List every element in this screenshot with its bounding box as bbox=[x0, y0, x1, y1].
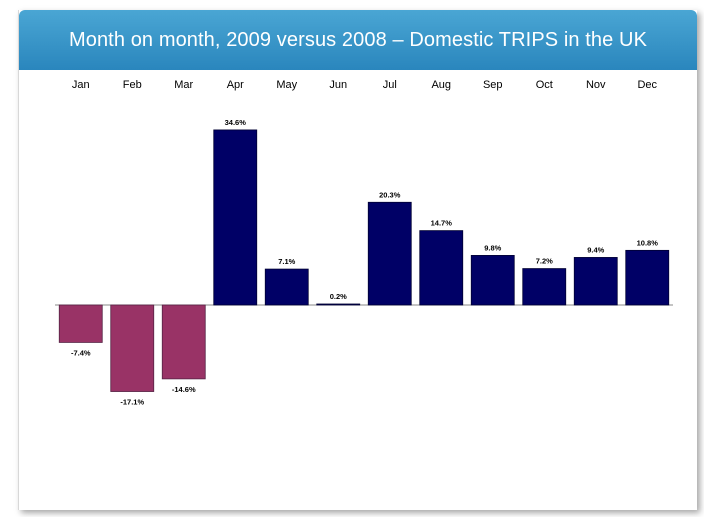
bar-may bbox=[264, 268, 309, 306]
month-label-feb: Feb bbox=[123, 79, 142, 91]
value-label-jan: -7.4% bbox=[71, 348, 91, 357]
bar-mar bbox=[161, 304, 206, 380]
bar-dec bbox=[625, 249, 670, 306]
month-label-jun: Jun bbox=[329, 79, 347, 91]
chart-title: Month on month, 2009 versus 2008 – Domes… bbox=[68, 28, 648, 51]
value-label-sep: 9.8% bbox=[484, 243, 501, 252]
bar-sep bbox=[470, 255, 515, 306]
month-label-jul: Jul bbox=[383, 79, 397, 91]
value-label-dec: 10.8% bbox=[637, 238, 659, 247]
month-label-apr: Apr bbox=[227, 79, 244, 91]
month-label-jan: Jan bbox=[72, 79, 90, 91]
bar-feb bbox=[110, 304, 155, 392]
month-label-nov: Nov bbox=[586, 79, 606, 91]
value-label-aug: 14.7% bbox=[431, 219, 453, 228]
month-label-may: May bbox=[276, 79, 297, 91]
value-label-may: 7.1% bbox=[278, 257, 295, 266]
month-label-mar: Mar bbox=[174, 79, 193, 91]
bar-jul bbox=[367, 201, 412, 306]
bar-aug bbox=[419, 230, 464, 306]
month-label-dec: Dec bbox=[637, 79, 657, 91]
value-label-nov: 9.4% bbox=[587, 245, 604, 254]
value-label-jun: 0.2% bbox=[330, 292, 347, 301]
month-label-oct: Oct bbox=[536, 79, 553, 91]
value-label-mar: -14.6% bbox=[172, 385, 196, 394]
value-label-feb: -17.1% bbox=[120, 398, 144, 407]
bar-jan bbox=[58, 304, 103, 343]
bar-oct bbox=[522, 268, 567, 306]
value-label-apr: 34.6% bbox=[225, 118, 247, 127]
value-label-jul: 20.3% bbox=[379, 190, 401, 199]
month-label-sep: Sep bbox=[483, 79, 503, 91]
bar-apr bbox=[213, 129, 258, 306]
bar-jun bbox=[316, 303, 361, 306]
value-label-oct: 7.2% bbox=[536, 257, 553, 266]
month-label-aug: Aug bbox=[431, 79, 451, 91]
bar-nov bbox=[573, 257, 618, 306]
title-bar: Month on month, 2009 versus 2008 – Domes… bbox=[19, 10, 697, 70]
